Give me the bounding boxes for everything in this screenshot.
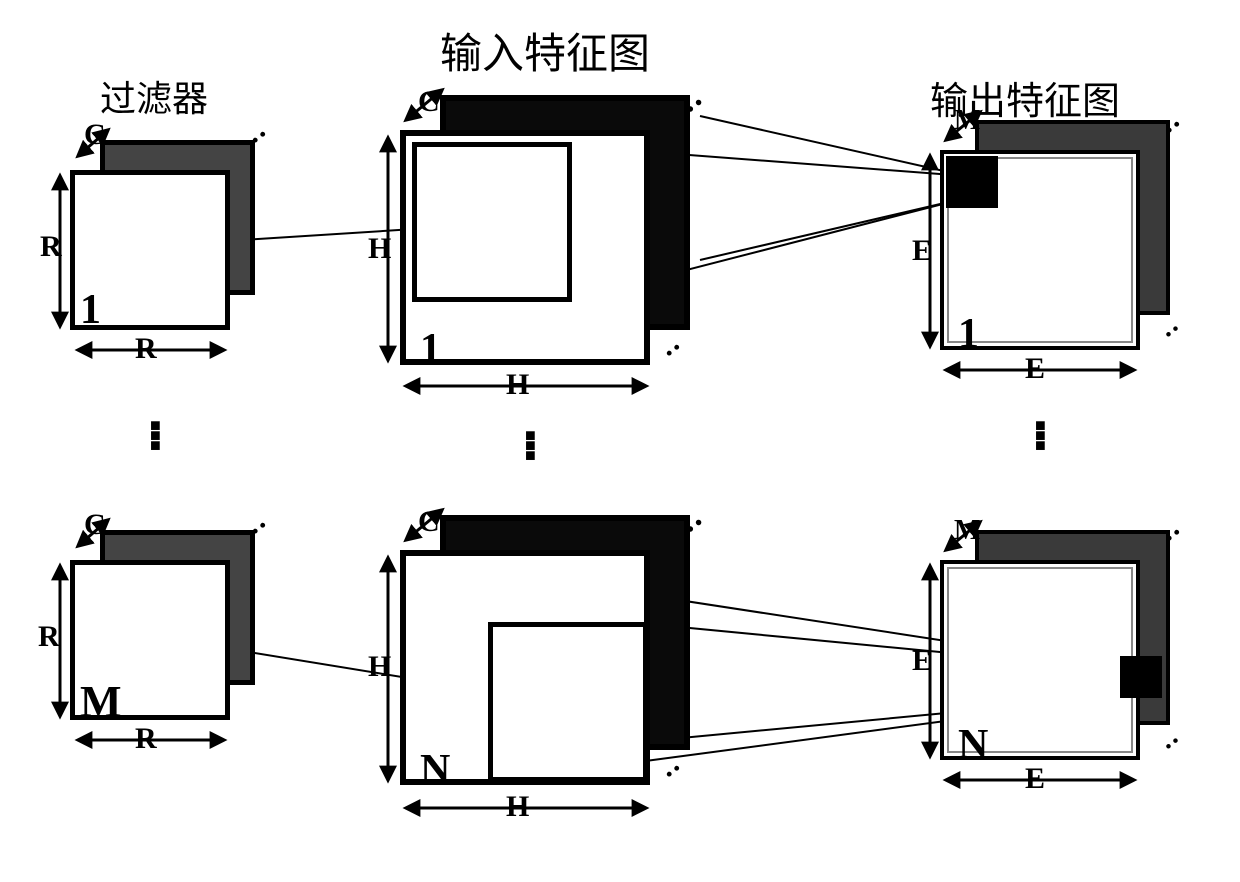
output-n-dim-e-h: E	[1025, 762, 1045, 796]
ellipsis-filter: ■■■	[150, 420, 161, 450]
input-1-dim-h-h: H	[506, 368, 529, 402]
depth-dots: ..	[1152, 308, 1186, 344]
filter-m-dim-c: C	[84, 508, 106, 542]
output-1-dim-e-v: E	[912, 234, 932, 268]
output-n-dim-m: M	[954, 515, 980, 547]
filter-m-dim-r-h: R	[135, 722, 157, 756]
output-n-dim-e-v: E	[912, 644, 932, 678]
depth-dots: ..	[1152, 720, 1186, 756]
output-n-pixel	[1120, 656, 1162, 698]
input-n-window	[488, 622, 648, 782]
filter-1-dim-c: C	[84, 118, 106, 152]
filter-title: 过滤器	[100, 70, 208, 122]
diagram-canvas: 过滤器 输入特征图 输出特征图	[0, 0, 1240, 882]
output-n-label: N	[958, 721, 988, 769]
filter-m-dim-r-v: R	[38, 620, 60, 654]
ellipsis-output: ■■■	[1035, 420, 1046, 450]
depth-dots: ..	[652, 325, 688, 363]
ellipsis-input: ■■■	[525, 430, 536, 460]
filter-1-dim-r-h: R	[135, 332, 157, 366]
input-1-label: 1	[420, 325, 441, 373]
input-1-dim-h-v: H	[368, 232, 391, 266]
output-1-pixel	[946, 156, 998, 208]
filter-1-label: 1	[80, 286, 101, 334]
depth-dots: ..	[652, 746, 688, 784]
output-1-dim-m: M	[954, 105, 980, 137]
input-title: 输入特征图	[440, 20, 650, 81]
filter-m-label: M	[80, 676, 122, 727]
input-n-dim-h-h: H	[506, 790, 529, 824]
input-n-label: N	[420, 746, 450, 794]
filter-1-dim-r-v: R	[40, 230, 62, 264]
output-1-dim-e-h: E	[1025, 352, 1045, 386]
output-1-label: 1	[958, 310, 979, 358]
input-1-dim-c: C	[418, 85, 440, 119]
input-n-dim-c: C	[418, 505, 440, 539]
input-1-window	[412, 142, 572, 302]
input-n-dim-h-v: H	[368, 650, 391, 684]
